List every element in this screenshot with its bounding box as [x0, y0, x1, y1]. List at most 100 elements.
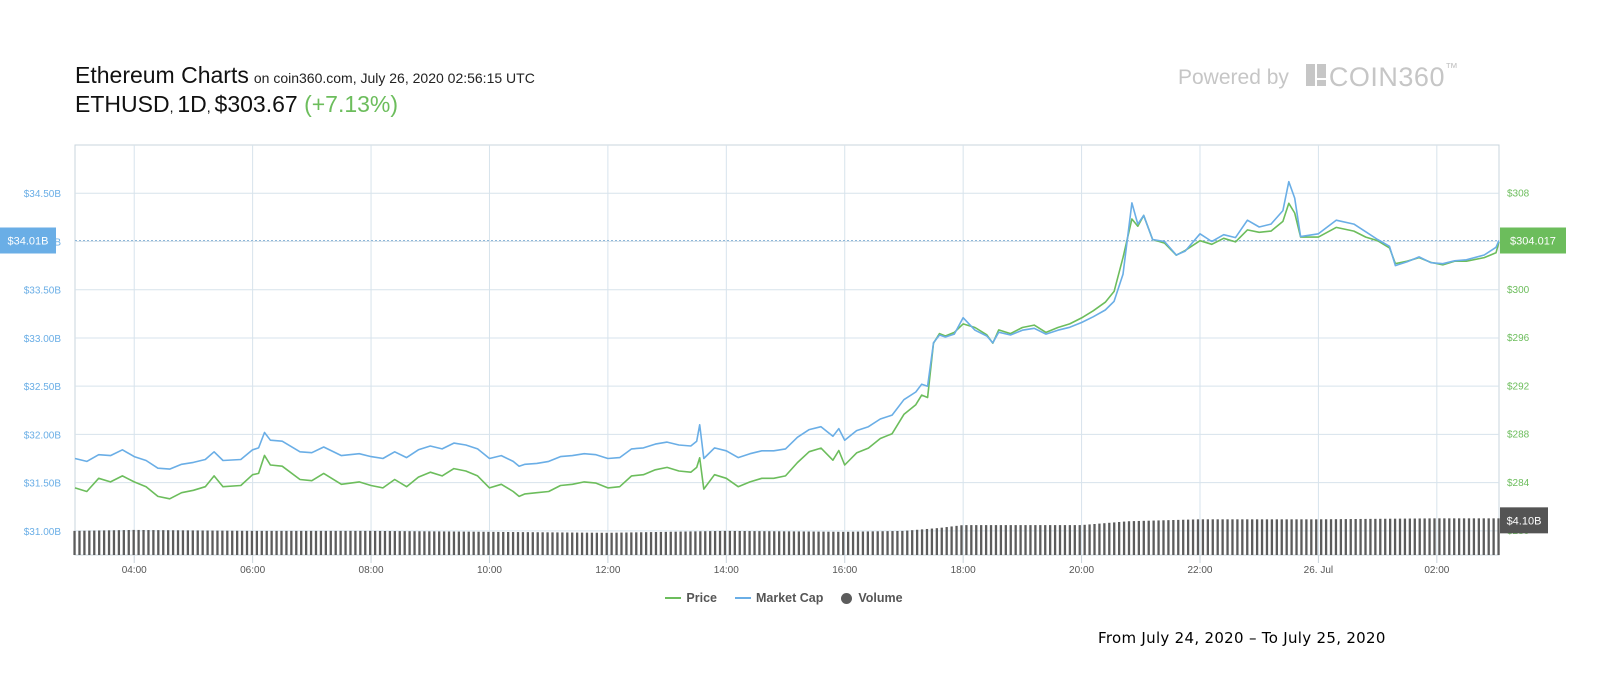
volume-bar	[388, 531, 392, 555]
volume-bar	[1413, 518, 1416, 555]
volume-bar	[876, 531, 879, 555]
volume-bar	[1384, 518, 1387, 555]
legend-item-market-cap[interactable]: Market Cap	[734, 591, 823, 605]
volume-bar	[511, 532, 515, 555]
volume-bar	[768, 531, 771, 555]
volume-bar	[433, 531, 436, 555]
volume-bar	[846, 531, 850, 555]
volume-bar	[107, 530, 111, 555]
volume-bar	[782, 531, 786, 555]
volume-bar	[630, 532, 633, 555]
volume-bar	[896, 530, 899, 555]
chart-header: Ethereum Charts on coin360.com, July 26,…	[75, 62, 535, 118]
volume-bar	[1053, 525, 1057, 555]
volume-bar	[201, 530, 204, 555]
volume-bar	[699, 531, 702, 555]
left-axis-tick-label: $33.50B	[24, 286, 62, 297]
legend-item-volume[interactable]: Volume	[841, 591, 903, 605]
volume-bar	[102, 530, 106, 555]
volume-bar	[265, 530, 268, 555]
volume-bar	[866, 531, 870, 555]
chart-area[interactable]: $31.00B $31.50B $32.00B $32.50B $33.00B $33.5…	[0, 0, 1600, 600]
volume-bar	[206, 530, 209, 555]
volume-bar	[1029, 525, 1032, 555]
volume-dot-icon	[841, 592, 853, 604]
volume-bar	[383, 530, 387, 555]
volume-bar	[442, 531, 446, 555]
volume-bar	[689, 531, 692, 555]
volume-bar	[1211, 519, 1214, 555]
volume-bar	[901, 530, 904, 555]
volume-bar	[418, 531, 421, 555]
volume-bar	[1216, 519, 1219, 555]
volume-bar	[1290, 519, 1293, 555]
x-axis-tick-label: 26. Jul	[1304, 565, 1333, 576]
volume-bar	[580, 532, 584, 555]
volume-bar	[236, 530, 239, 555]
price-label: $303.67	[214, 91, 298, 117]
x-axis-tick-label: 08:00	[359, 565, 384, 576]
volume-bar	[1349, 519, 1352, 555]
volume-bar	[999, 525, 1003, 555]
volume-bar	[1408, 518, 1412, 555]
volume-bar	[467, 531, 470, 555]
volume-bar	[960, 525, 963, 555]
volume-bar	[807, 531, 810, 555]
plot-frame	[74, 144, 1500, 556]
volume-bar	[1329, 519, 1333, 555]
volume-bar	[595, 532, 598, 555]
volume-bar	[1162, 520, 1165, 555]
volume-bar	[275, 530, 278, 555]
volume-current-value: $4.10B	[1507, 515, 1542, 527]
volume-bar	[78, 530, 81, 555]
volume-bar	[216, 530, 219, 555]
x-axis-tick-label: 18:00	[951, 565, 976, 576]
volume-bar	[1374, 518, 1377, 555]
volume-bar	[398, 531, 401, 555]
volume-bar	[344, 530, 347, 555]
market-cap-current-flag	[0, 227, 56, 254]
volume-bar	[1433, 518, 1436, 555]
volume-bar	[255, 530, 259, 555]
volume-bar	[1073, 525, 1076, 555]
volume-bar	[817, 531, 820, 555]
volume-bar	[497, 531, 500, 555]
volume-bar	[413, 531, 416, 555]
volume-bar	[709, 531, 712, 555]
volume-bar	[1157, 520, 1160, 555]
brand[interactable]: Powered by COIN360 ™	[1178, 60, 1458, 93]
volume-bar	[837, 531, 840, 555]
volume-bar	[994, 525, 998, 555]
volume-bar	[659, 531, 663, 555]
volume-bar	[625, 532, 628, 555]
volume-bar	[1487, 518, 1490, 555]
volume-bar	[369, 530, 372, 555]
volume-bar	[1339, 519, 1343, 555]
left-axis-tick-label: $31.00B	[24, 527, 62, 538]
volume-bar	[181, 530, 185, 555]
volume-bar	[812, 531, 815, 555]
volume-bar	[1201, 519, 1205, 555]
volume-bar	[590, 532, 594, 555]
volume-bar	[935, 528, 938, 555]
volume-bar	[157, 530, 160, 555]
volume-bar	[871, 531, 874, 555]
volume-bar	[152, 530, 155, 555]
volume-bar	[842, 531, 845, 555]
volume-bar	[88, 530, 91, 555]
legend: Price Market Cap Volume	[0, 591, 1568, 605]
volume-bar	[1014, 525, 1017, 555]
volume-bar	[600, 532, 603, 555]
volume-bar	[1113, 522, 1116, 555]
volume-bar	[1177, 519, 1180, 555]
volume-bar	[1285, 519, 1288, 555]
volume-bar	[743, 531, 746, 555]
volume-bar	[679, 531, 682, 555]
volume-bar	[1024, 525, 1027, 555]
volume-bar	[339, 530, 342, 555]
volume-bar	[881, 531, 884, 555]
volume-bar	[733, 530, 736, 555]
legend-item-price[interactable]: Price	[665, 591, 717, 605]
volume-bar	[1147, 520, 1150, 555]
volume-bar	[1103, 523, 1106, 555]
